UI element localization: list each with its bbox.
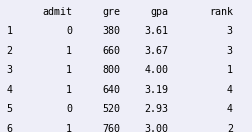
Text: 380: 380 — [102, 26, 120, 36]
Text: 4: 4 — [7, 85, 13, 95]
Text: 760: 760 — [102, 124, 120, 132]
Text: 2: 2 — [226, 124, 232, 132]
Text: 1: 1 — [66, 65, 72, 75]
Text: 1: 1 — [66, 124, 72, 132]
Text: 660: 660 — [102, 46, 120, 56]
Text: 0: 0 — [66, 104, 72, 114]
Text: gpa: gpa — [150, 7, 168, 17]
Text: 3: 3 — [7, 65, 13, 75]
Text: admit: admit — [42, 7, 72, 17]
Text: rank: rank — [208, 7, 232, 17]
Text: 5: 5 — [7, 104, 13, 114]
Text: 2: 2 — [7, 46, 13, 56]
Text: 1: 1 — [66, 85, 72, 95]
Text: 640: 640 — [102, 85, 120, 95]
Text: 3.61: 3.61 — [144, 26, 168, 36]
Text: 1: 1 — [7, 26, 13, 36]
Text: 3: 3 — [226, 46, 232, 56]
Text: 4: 4 — [226, 104, 232, 114]
Text: 0: 0 — [66, 26, 72, 36]
Text: 1: 1 — [226, 65, 232, 75]
Text: 4.00: 4.00 — [144, 65, 168, 75]
Text: 3.19: 3.19 — [144, 85, 168, 95]
Text: 3.67: 3.67 — [144, 46, 168, 56]
Text: 800: 800 — [102, 65, 120, 75]
Text: 520: 520 — [102, 104, 120, 114]
Text: gre: gre — [102, 7, 120, 17]
Text: 1: 1 — [66, 46, 72, 56]
Text: 6: 6 — [7, 124, 13, 132]
Text: 2.93: 2.93 — [144, 104, 168, 114]
Text: 3: 3 — [226, 26, 232, 36]
Text: 3.00: 3.00 — [144, 124, 168, 132]
Text: 4: 4 — [226, 85, 232, 95]
